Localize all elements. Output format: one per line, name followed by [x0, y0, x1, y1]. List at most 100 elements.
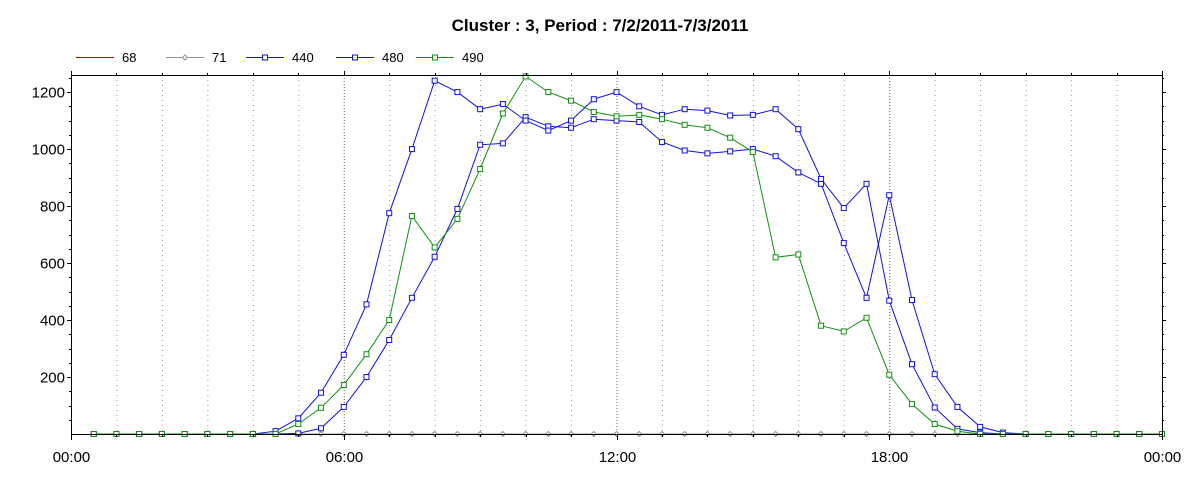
data-point: [636, 119, 643, 126]
data-point: [908, 361, 915, 368]
data-point: [613, 113, 620, 120]
data-point: [295, 415, 302, 422]
data-point: [954, 403, 961, 410]
legend-label: 440: [292, 50, 314, 65]
series-490: [90, 73, 1165, 437]
y-tick-label: 1200: [32, 85, 65, 102]
data-point: [545, 89, 552, 96]
data-point: [522, 117, 529, 124]
legend-item-71: 71: [166, 50, 226, 65]
data-point: [772, 254, 779, 261]
data-point: [840, 240, 847, 247]
legend-label: 480: [382, 50, 404, 65]
data-point: [931, 404, 938, 411]
data-point: [454, 89, 461, 96]
data-point: [681, 106, 688, 113]
legend-item-480: 480: [336, 50, 404, 65]
data-point: [931, 371, 938, 378]
data-point: [908, 297, 915, 304]
series-440: [90, 114, 1165, 437]
data-point: [408, 294, 415, 301]
data-point: [840, 205, 847, 212]
chart-title: Cluster : 3, Period : 7/2/2011-7/3/2011: [452, 16, 749, 35]
series-layer: [90, 73, 1166, 438]
data-point: [931, 421, 938, 428]
data-point: [340, 351, 347, 358]
data-point: [863, 314, 870, 321]
data-point: [340, 381, 347, 388]
data-point: [318, 404, 325, 411]
data-point: [636, 103, 643, 110]
data-point: [568, 97, 575, 104]
data-point: [363, 301, 370, 308]
data-point: [795, 169, 802, 176]
data-point: [318, 389, 325, 396]
x-tick-label: 06:00: [326, 449, 364, 466]
data-point: [386, 317, 393, 324]
data-point: [658, 138, 665, 145]
x-tick-label: 00:00: [1144, 449, 1182, 466]
data-point: [408, 213, 415, 220]
data-point: [386, 336, 393, 343]
data-point: [431, 253, 438, 260]
legend-label: 71: [212, 50, 226, 65]
data-point: [818, 180, 825, 187]
data-point: [749, 111, 756, 118]
data-point: [681, 121, 688, 128]
data-point: [318, 425, 325, 432]
data-point: [818, 175, 825, 182]
series-line: [93, 79, 1162, 435]
data-point: [954, 428, 961, 435]
data-point: [636, 111, 643, 118]
data-point: [704, 124, 711, 131]
y-tick-label: 1000: [32, 142, 65, 159]
data-point: [863, 294, 870, 301]
data-point: [590, 109, 597, 116]
legend-marker: [432, 54, 438, 61]
grid-lines: [116, 75, 1118, 434]
data-point: [568, 124, 575, 131]
y-tick-label: 800: [40, 199, 65, 216]
legend-label: 490: [462, 50, 484, 65]
data-point: [499, 140, 506, 147]
series-480: [90, 77, 1165, 437]
data-point: [590, 116, 597, 123]
data-point: [590, 96, 597, 103]
legend-marker: [352, 54, 358, 61]
data-point: [431, 77, 438, 84]
data-point: [295, 421, 302, 428]
data-point: [613, 89, 620, 96]
data-point: [727, 112, 734, 119]
data-point: [499, 110, 506, 117]
data-point: [863, 180, 870, 187]
data-point: [522, 73, 529, 80]
legend-marker: [181, 54, 189, 61]
data-point: [818, 322, 825, 329]
data-point: [499, 101, 506, 108]
data-point: [886, 297, 893, 304]
data-point: [795, 251, 802, 258]
y-tick-label: 400: [40, 313, 65, 330]
data-point: [454, 205, 461, 212]
data-point: [749, 148, 756, 155]
data-point: [886, 192, 893, 199]
x-tick-label: 18:00: [871, 449, 909, 466]
data-point: [477, 106, 484, 113]
legend-item-490: 490: [416, 50, 484, 65]
data-point: [431, 244, 438, 251]
data-point: [363, 351, 370, 358]
series-line: [93, 75, 1162, 435]
data-point: [772, 106, 779, 113]
x-tick-label: 00:00: [53, 449, 91, 466]
data-point: [477, 141, 484, 148]
data-point: [454, 215, 461, 222]
data-point: [772, 153, 779, 160]
data-point: [840, 328, 847, 335]
data-point: [908, 401, 915, 408]
legend-marker: [262, 54, 268, 61]
data-point: [795, 126, 802, 133]
data-point: [477, 166, 484, 173]
axes: 200 400 600 800 1000 1200 00:00 06:00 12:00 18:00…: [32, 71, 1182, 466]
data-point: [340, 403, 347, 410]
